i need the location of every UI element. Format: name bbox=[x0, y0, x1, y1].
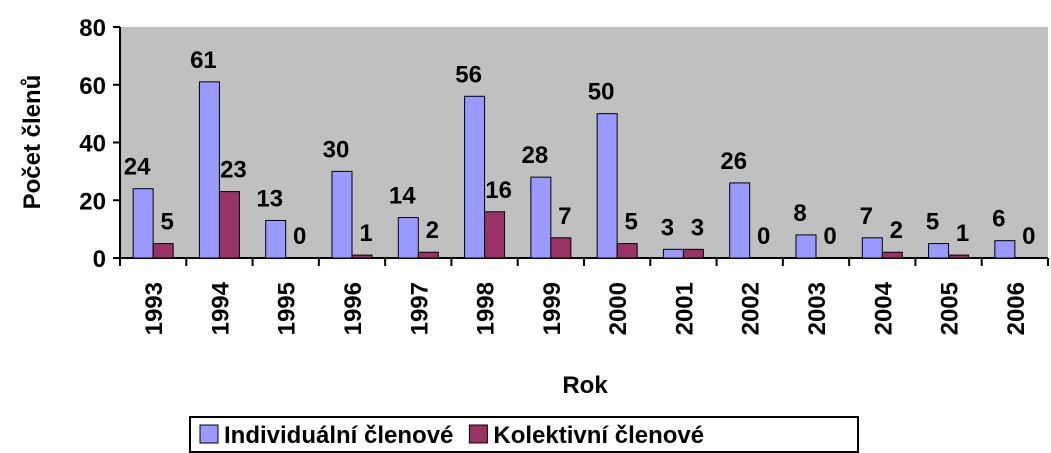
bar bbox=[928, 243, 950, 259]
bar bbox=[616, 243, 638, 259]
x-tick-label: 1996 bbox=[340, 282, 367, 335]
data-label: 6 bbox=[992, 206, 1005, 233]
bar bbox=[417, 251, 439, 259]
bar bbox=[994, 240, 1016, 259]
data-label: 14 bbox=[389, 183, 416, 210]
bar bbox=[351, 254, 373, 259]
y-tick-label: 40 bbox=[79, 131, 106, 158]
data-label: 0 bbox=[1022, 223, 1035, 250]
legend-label: Individuální členové bbox=[224, 422, 453, 449]
bar bbox=[265, 219, 287, 259]
y-tick-label: 80 bbox=[79, 15, 106, 42]
x-tick-label: 1995 bbox=[274, 282, 301, 335]
y-tick-label: 60 bbox=[79, 73, 106, 100]
legend-swatch bbox=[468, 424, 488, 444]
data-label: 13 bbox=[256, 185, 283, 212]
bar bbox=[596, 113, 618, 259]
bar bbox=[331, 170, 353, 259]
bar bbox=[948, 254, 970, 259]
bar bbox=[682, 248, 704, 259]
data-label: 28 bbox=[522, 142, 549, 169]
bar bbox=[397, 217, 419, 259]
bar bbox=[550, 237, 572, 259]
data-label: 5 bbox=[624, 209, 637, 236]
data-label: 1 bbox=[956, 220, 969, 247]
y-tick-label: 0 bbox=[93, 246, 106, 273]
y-tick-label: 20 bbox=[79, 188, 106, 215]
x-tick-label: 2004 bbox=[870, 281, 897, 335]
bar bbox=[530, 176, 552, 259]
plot-area bbox=[120, 27, 1048, 258]
bar bbox=[662, 248, 684, 259]
x-tick-label: 1997 bbox=[406, 282, 433, 335]
y-axis-title: Počet členů bbox=[19, 75, 46, 210]
x-tick-label: 1998 bbox=[473, 282, 500, 335]
legend-swatch bbox=[199, 424, 219, 444]
data-label: 0 bbox=[293, 223, 306, 250]
x-tick-label: 1993 bbox=[141, 282, 168, 335]
legend-box bbox=[189, 416, 859, 453]
data-label: 2 bbox=[426, 217, 439, 244]
data-label: 5 bbox=[926, 209, 939, 236]
x-tick-label: 2000 bbox=[605, 282, 632, 335]
bar bbox=[218, 191, 240, 259]
data-label: 16 bbox=[485, 177, 512, 204]
data-label: 7 bbox=[860, 203, 873, 230]
data-label: 2 bbox=[890, 217, 903, 244]
data-label: 1 bbox=[359, 220, 372, 247]
bar bbox=[464, 95, 486, 259]
bar bbox=[132, 188, 154, 259]
x-tick-label: 2002 bbox=[738, 282, 765, 335]
data-label: 56 bbox=[455, 61, 482, 88]
data-label: 0 bbox=[823, 223, 836, 250]
data-label: 50 bbox=[588, 79, 615, 106]
x-tick-label: 1994 bbox=[207, 281, 234, 335]
x-tick-label: 2001 bbox=[671, 282, 698, 335]
bar bbox=[861, 237, 883, 259]
data-label: 61 bbox=[190, 47, 217, 74]
data-label: 7 bbox=[558, 203, 571, 230]
bar bbox=[152, 243, 174, 259]
data-label: 30 bbox=[323, 136, 350, 163]
legend-label: Kolektivní členové bbox=[493, 422, 704, 449]
bar bbox=[729, 182, 751, 259]
data-label: 3 bbox=[691, 214, 704, 241]
data-label: 23 bbox=[220, 157, 247, 184]
data-label: 3 bbox=[661, 214, 674, 241]
data-label: 5 bbox=[160, 209, 173, 236]
x-axis-title: Rok bbox=[562, 372, 608, 399]
x-tick-label: 2005 bbox=[937, 282, 964, 335]
x-tick-label: 2006 bbox=[1003, 282, 1030, 335]
data-label: 8 bbox=[793, 200, 806, 227]
x-tick-label: 2003 bbox=[804, 282, 831, 335]
bar bbox=[881, 251, 903, 259]
bar bbox=[198, 81, 220, 259]
bar bbox=[484, 211, 506, 259]
bar bbox=[795, 234, 817, 259]
data-label: 24 bbox=[124, 154, 151, 181]
data-label: 0 bbox=[757, 223, 770, 250]
data-label: 26 bbox=[720, 148, 747, 175]
x-tick-label: 1999 bbox=[539, 282, 566, 335]
